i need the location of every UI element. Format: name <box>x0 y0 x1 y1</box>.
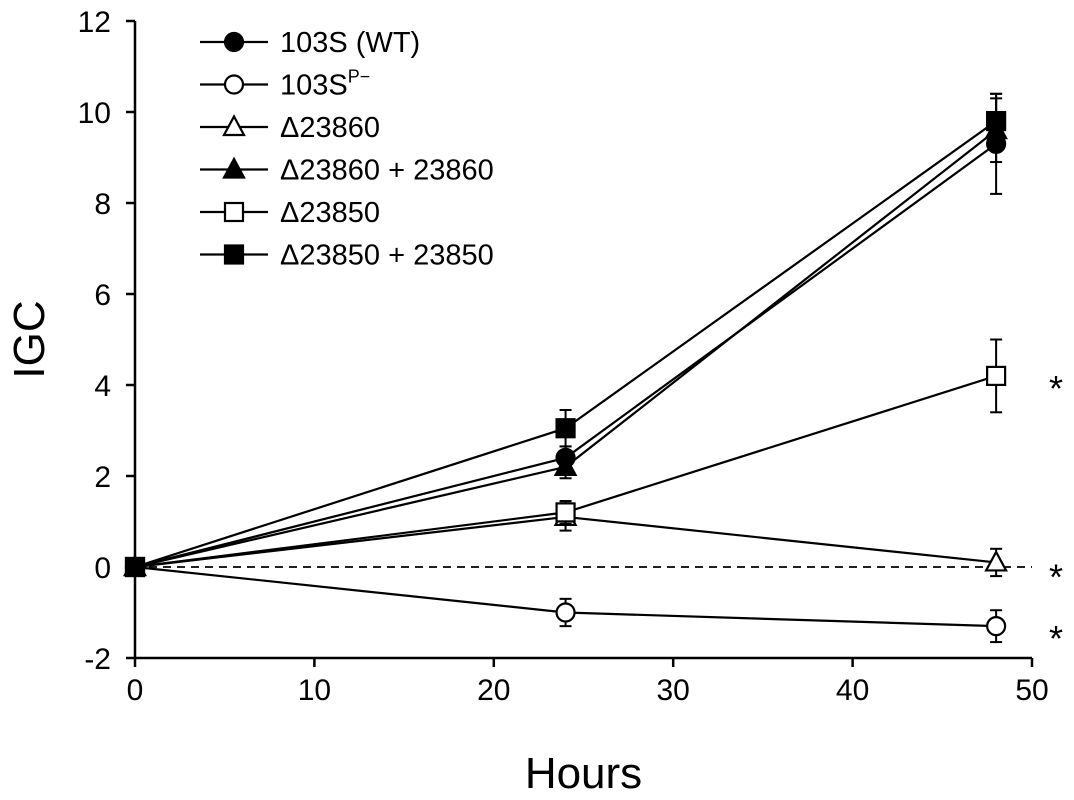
axes: 0 10 20 30 40 50 -2 0 2 4 6 8 10 12 <box>78 6 1049 707</box>
legend-item-3: Δ23860 <box>200 112 380 144</box>
x-axis-title: Hours <box>525 749 642 798</box>
legend-marker <box>223 201 245 223</box>
legend-label: Δ23860 + 23860 <box>280 155 494 187</box>
data-point <box>555 502 576 523</box>
series-2 <box>124 556 1007 644</box>
legend-marker <box>223 31 245 53</box>
data-point <box>986 110 1007 132</box>
legend-item-1: 103S (WT) <box>200 27 420 59</box>
x-tick-label: 50 <box>1015 674 1048 707</box>
series-6 <box>124 92 1007 578</box>
data-point <box>553 454 578 476</box>
legend-marker <box>222 114 246 137</box>
x-tick-label: 40 <box>836 674 869 707</box>
legend-label-superscript: P− <box>348 67 371 87</box>
y-tick-label: 2 <box>94 461 111 494</box>
legend-marker <box>223 74 245 95</box>
significance-asterisk: * <box>1049 368 1063 409</box>
legend-label: 103SP− <box>280 67 370 102</box>
y-axis-title: IGC <box>5 300 54 378</box>
legend-item-2: 103SP− <box>200 67 370 102</box>
legend-label: 103S (WT) <box>280 27 420 59</box>
y-tick-label: 10 <box>78 97 111 130</box>
x-tick-label: 10 <box>298 674 331 707</box>
legend-marker <box>223 244 245 265</box>
legend-label: Δ23860 <box>280 112 380 144</box>
legend-item-4: Δ23860 + 23860 <box>200 155 494 187</box>
data-point <box>124 556 146 578</box>
legend-item-5: Δ23850 <box>200 197 380 229</box>
series-layer: * * * <box>123 92 1063 659</box>
y-tick-label: -2 <box>84 643 111 676</box>
legend-item-6: Δ23850 + 23850 <box>200 240 494 272</box>
data-point <box>555 418 576 439</box>
y-tick-label: 8 <box>94 188 111 221</box>
y-tick-label: 6 <box>94 279 111 312</box>
y-tick-label: 4 <box>94 370 111 403</box>
legend-marker <box>222 156 246 179</box>
x-tick-label: 0 <box>127 674 144 707</box>
y-tick-label: 0 <box>94 552 111 585</box>
data-point <box>986 616 1007 637</box>
data-point <box>555 602 576 623</box>
y-tick-label: 12 <box>78 6 111 39</box>
legend: 103S (WT) 103SP− Δ23860 Δ23860 + 23860 Δ2385… <box>200 27 494 272</box>
x-tick-label: 30 <box>657 674 690 707</box>
x-tick-label: 20 <box>477 674 510 707</box>
legend-label: Δ23850 + 23850 <box>280 240 494 272</box>
significance-asterisk: * <box>1049 618 1063 659</box>
data-point <box>986 365 1007 386</box>
data-point <box>984 549 1008 572</box>
legend-label: Δ23850 <box>280 197 380 229</box>
significance-asterisk: * <box>1049 557 1063 598</box>
